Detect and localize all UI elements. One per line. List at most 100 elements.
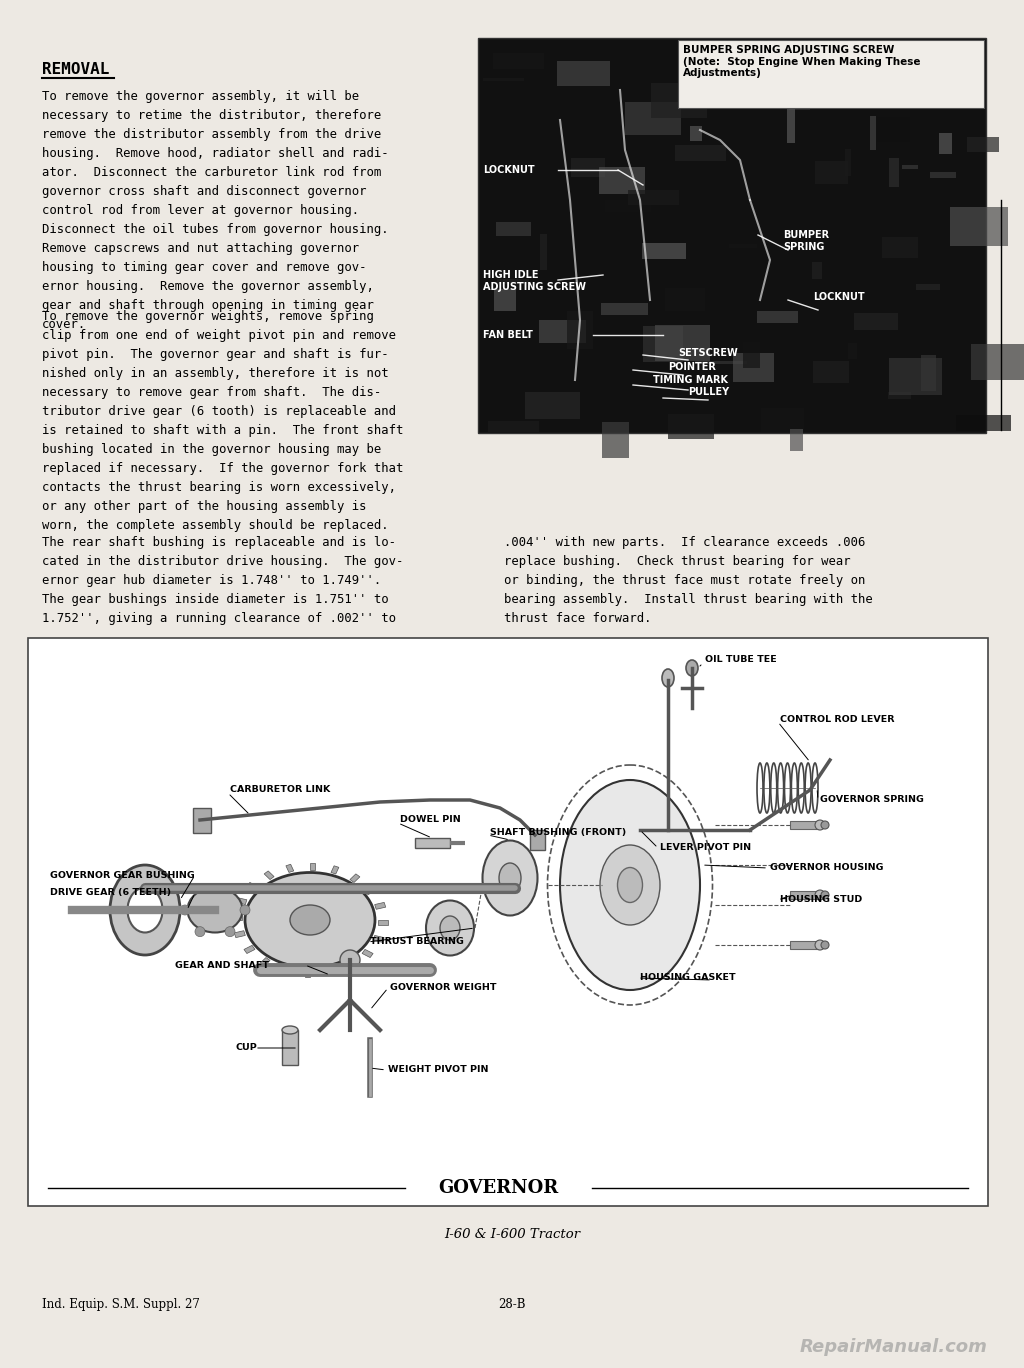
Text: Ind. Equip. S.M. Suppl. 27: Ind. Equip. S.M. Suppl. 27 — [42, 1298, 200, 1311]
Bar — [812, 263, 822, 279]
Polygon shape — [331, 866, 339, 874]
Bar — [790, 821, 820, 829]
Bar — [478, 38, 986, 434]
Text: DOWEL PIN: DOWEL PIN — [400, 815, 461, 825]
Bar — [854, 313, 898, 330]
Bar — [566, 311, 593, 349]
Bar — [651, 83, 708, 118]
Bar — [525, 393, 580, 419]
Bar — [930, 171, 955, 178]
Bar — [888, 393, 910, 399]
Ellipse shape — [815, 940, 825, 949]
Ellipse shape — [440, 917, 460, 940]
Polygon shape — [365, 886, 376, 895]
Ellipse shape — [815, 891, 825, 900]
Bar — [628, 190, 679, 205]
Circle shape — [340, 949, 360, 970]
Text: THRUST BEARING: THRUST BEARING — [370, 937, 464, 947]
Polygon shape — [378, 921, 388, 925]
Ellipse shape — [600, 845, 660, 925]
Bar — [822, 45, 855, 56]
Polygon shape — [350, 874, 359, 882]
Bar — [676, 145, 726, 161]
Ellipse shape — [245, 873, 375, 967]
Text: The rear shaft bushing is replaceable and is lo-
cated in the distributor drive : The rear shaft bushing is replaceable an… — [42, 536, 403, 625]
Bar — [889, 358, 942, 395]
Bar — [695, 361, 748, 364]
Circle shape — [195, 884, 205, 893]
Bar — [877, 116, 910, 142]
Text: LEVER PIVOT PIN: LEVER PIVOT PIN — [660, 844, 752, 852]
Text: GOVERNOR: GOVERNOR — [438, 1179, 558, 1197]
Bar — [494, 53, 544, 68]
Circle shape — [240, 906, 250, 915]
Text: BUMPER SPRING ADJUSTING SCREW
(Note:  Stop Engine When Making These
Adjustments): BUMPER SPRING ADJUSTING SCREW (Note: Sto… — [683, 45, 921, 78]
Polygon shape — [362, 949, 373, 958]
Polygon shape — [236, 897, 247, 904]
Polygon shape — [282, 966, 289, 974]
Bar — [571, 159, 605, 178]
Text: LOCKNUT: LOCKNUT — [813, 291, 864, 302]
Polygon shape — [264, 871, 274, 880]
Text: OIL TUBE TEE: OIL TUBE TEE — [705, 655, 777, 665]
Text: SHAFT BUSHING (FRONT): SHAFT BUSHING (FRONT) — [490, 828, 627, 836]
Bar — [282, 1030, 298, 1066]
Bar — [669, 413, 714, 439]
Bar — [497, 222, 531, 235]
Bar — [601, 304, 648, 315]
Text: .004'' with new parts.  If clearance exceeds .006
replace bushing.  Check thrust: .004'' with new parts. If clearance exce… — [504, 536, 872, 625]
Bar — [791, 430, 803, 451]
Text: CARBURETOR LINK: CARBURETOR LINK — [230, 785, 331, 795]
Polygon shape — [247, 882, 258, 891]
Bar — [540, 234, 547, 271]
Polygon shape — [244, 945, 255, 953]
Bar — [814, 161, 848, 185]
Text: BUMPER
SPRING: BUMPER SPRING — [783, 230, 829, 252]
Polygon shape — [310, 863, 315, 870]
Text: To remove the governor weights, remove spring
clip from one end of weight pivot : To remove the governor weights, remove s… — [42, 311, 403, 532]
Ellipse shape — [821, 941, 829, 949]
Text: To remove the governor assembly, it will be
necessary to retime the distributor,: To remove the governor assembly, it will… — [42, 90, 389, 331]
Bar — [790, 941, 820, 949]
Bar — [642, 244, 686, 260]
Polygon shape — [373, 936, 384, 943]
Bar — [729, 245, 758, 249]
Bar — [28, 637, 988, 1207]
Bar — [643, 326, 683, 363]
Ellipse shape — [499, 863, 521, 893]
Polygon shape — [260, 958, 270, 966]
Text: DRIVE GEAR (6 TEETH): DRIVE GEAR (6 TEETH) — [50, 888, 171, 897]
Text: HOUSING STUD: HOUSING STUD — [780, 896, 862, 904]
Text: 28-B: 28-B — [499, 1298, 525, 1311]
Bar — [845, 149, 851, 175]
Text: RepairManual.com: RepairManual.com — [800, 1338, 988, 1356]
Bar — [946, 73, 963, 78]
Text: GEAR AND SHAFT: GEAR AND SHAFT — [175, 960, 269, 970]
Bar — [494, 290, 516, 311]
Bar — [813, 361, 849, 383]
Bar — [482, 78, 524, 81]
Bar — [557, 62, 610, 86]
Ellipse shape — [110, 865, 180, 955]
Text: GOVERNOR GEAR BUSHING: GOVERNOR GEAR BUSHING — [50, 870, 195, 880]
Circle shape — [225, 926, 234, 937]
Ellipse shape — [821, 821, 829, 829]
Ellipse shape — [686, 659, 698, 676]
Bar — [804, 71, 818, 108]
Bar — [889, 159, 899, 186]
Ellipse shape — [482, 840, 538, 915]
Polygon shape — [234, 930, 246, 937]
Bar — [539, 320, 586, 343]
Bar — [790, 891, 820, 899]
Bar — [598, 167, 644, 193]
Polygon shape — [327, 967, 334, 975]
Bar — [882, 237, 919, 257]
Bar — [743, 342, 760, 368]
Ellipse shape — [662, 669, 674, 687]
Bar — [848, 342, 857, 358]
Ellipse shape — [290, 906, 330, 934]
Ellipse shape — [426, 900, 474, 955]
Bar — [488, 421, 540, 432]
Bar — [939, 133, 952, 153]
Bar — [902, 164, 918, 170]
